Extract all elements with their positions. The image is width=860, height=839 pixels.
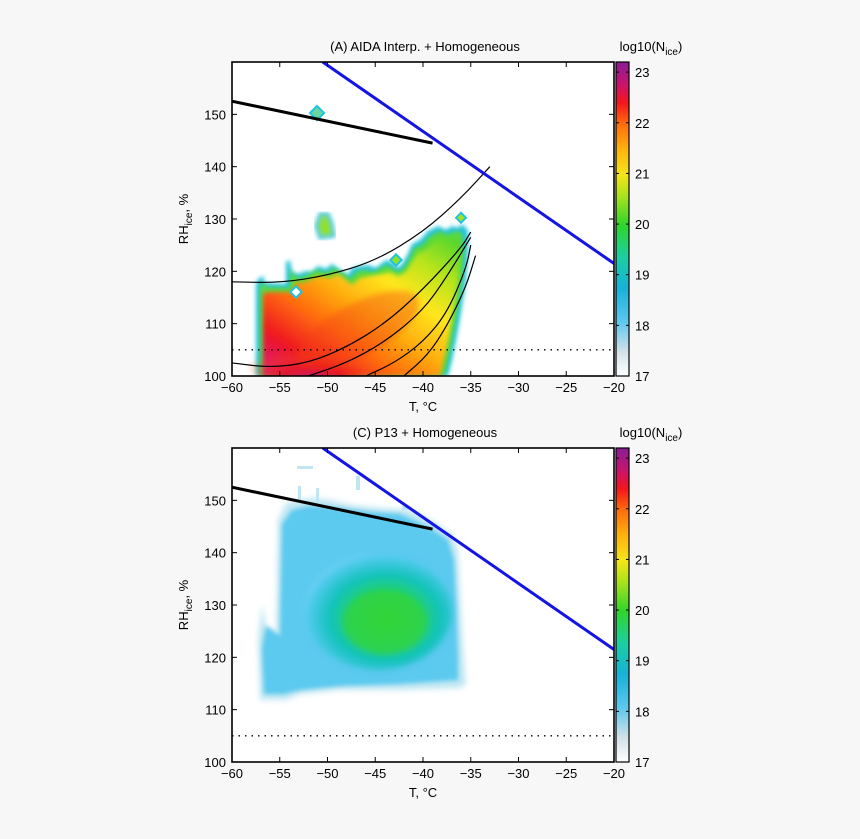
colorbar-tick-label: 21 — [635, 552, 649, 567]
isolated-blob — [288, 284, 304, 300]
colorbar-tick-label: 20 — [635, 603, 649, 618]
colorbar — [615, 447, 630, 763]
x-tick-label: −50 — [316, 380, 338, 395]
isolated-streak — [402, 506, 408, 510]
y-tick-label: 120 — [204, 650, 226, 665]
isolated-blob — [314, 212, 336, 240]
contour-curve — [308, 237, 472, 376]
colorbar-label: log10(Nice) — [620, 425, 683, 444]
reference-lines — [232, 448, 614, 737]
contour-curve — [365, 245, 472, 376]
colorbar-tick-label: 19 — [635, 268, 649, 283]
x-tick-label: −40 — [412, 380, 434, 395]
heatmap-red-lobe — [296, 290, 420, 370]
x-tick-label: −30 — [507, 766, 529, 781]
x-tick-label: −60 — [221, 766, 243, 781]
x-tick-label: −40 — [412, 766, 434, 781]
colorbar-tick-label: 23 — [635, 451, 649, 466]
contour-curve — [232, 231, 472, 368]
isolated-blob — [388, 252, 404, 268]
heatmap-green-spot — [343, 590, 427, 654]
y-axis: 100 110 120 130 140 150 — [204, 493, 614, 770]
colorbar-tick-label: 18 — [635, 318, 649, 333]
isolated-blob — [454, 211, 468, 225]
y-tick-label: 150 — [204, 107, 226, 122]
colorbar-tick-label: 18 — [635, 704, 649, 719]
x-tick-label: −30 — [507, 380, 529, 395]
colorbar-tick-label: 23 — [635, 65, 649, 80]
x-axis: −60 −55 −50 −45 −40 −35 −30 −25 −20 — [221, 62, 625, 395]
colorbar — [615, 61, 630, 377]
x-tick-label: −50 — [316, 766, 338, 781]
y-axis-title: RHice, % — [176, 193, 195, 244]
heatmap-region — [232, 62, 614, 376]
colorbar-tick-label: 22 — [635, 116, 649, 131]
colorbar-tick-label: 22 — [635, 502, 649, 517]
x-axis-title: T, °C — [409, 399, 437, 414]
colorbar-tick-label: 17 — [635, 755, 649, 770]
isolated-streak — [297, 466, 313, 469]
y-tick-label: 130 — [204, 598, 226, 613]
x-tick-label: −55 — [269, 766, 291, 781]
x-tick-label: −20 — [603, 766, 625, 781]
y-tick-label: 120 — [204, 264, 226, 279]
x-tick-label: −25 — [555, 380, 577, 395]
isolated-streak — [356, 476, 360, 490]
colorbar-tick-label: 19 — [635, 654, 649, 669]
x-tick-label: −20 — [603, 380, 625, 395]
y-tick-label: 100 — [204, 755, 226, 770]
x-tick-label: −55 — [269, 380, 291, 395]
x-axis-title: T, °C — [409, 785, 437, 800]
contour-curves — [232, 166, 491, 376]
x-tick-label: −45 — [364, 766, 386, 781]
water-saturation-line — [321, 448, 614, 651]
y-tick-label: 100 — [204, 369, 226, 384]
reference-lines — [232, 62, 614, 351]
y-axis-title: RHice, % — [176, 579, 195, 630]
y-tick-label: 140 — [204, 160, 226, 175]
colorbar-ticks: 17 18 19 20 21 22 23 — [616, 65, 649, 384]
contour-curve — [232, 166, 491, 283]
chart-title: (A) AIDA Interp. + Homogeneous — [330, 39, 520, 54]
water-saturation-line — [321, 62, 614, 265]
y-tick-label: 130 — [204, 212, 226, 227]
colorbar-tick-label: 21 — [635, 166, 649, 181]
panel-a: (A) AIDA Interp. + Homogeneous −60 −55 −50… — [176, 39, 682, 414]
colorbar-ticks: 17 18 19 20 21 22 23 — [616, 451, 649, 770]
y-tick-label: 150 — [204, 493, 226, 508]
panel-c: (C) P13 + Homogeneous −60 −55 −50 −45 −40 −35… — [176, 425, 682, 800]
x-tick-label: −35 — [460, 380, 482, 395]
chart-title: (C) P13 + Homogeneous — [353, 425, 498, 440]
y-tick-label: 110 — [205, 317, 226, 332]
y-tick-label: 110 — [205, 703, 226, 718]
y-axis: 100 110 120 130 140 150 — [204, 107, 614, 384]
colorbar-label: log10(Nice) — [620, 39, 683, 58]
isolated-blob — [308, 104, 326, 122]
homogeneous-threshold-line — [232, 485, 433, 531]
homogeneous-threshold-line — [232, 99, 433, 145]
colorbar-tick-label: 20 — [635, 217, 649, 232]
isolated-streak — [298, 486, 301, 500]
x-tick-label: −25 — [555, 766, 577, 781]
heatmap-region — [232, 448, 614, 737]
isolated-streak — [316, 488, 319, 502]
x-tick-label: −45 — [364, 380, 386, 395]
contour-curve — [403, 255, 477, 376]
x-tick-label: −60 — [221, 380, 243, 395]
x-tick-label: −35 — [460, 766, 482, 781]
x-axis: −60 −55 −50 −45 −40 −35 −30 −25 −20 — [221, 448, 625, 781]
colorbar-tick-label: 17 — [635, 369, 649, 384]
y-tick-label: 140 — [204, 546, 226, 561]
